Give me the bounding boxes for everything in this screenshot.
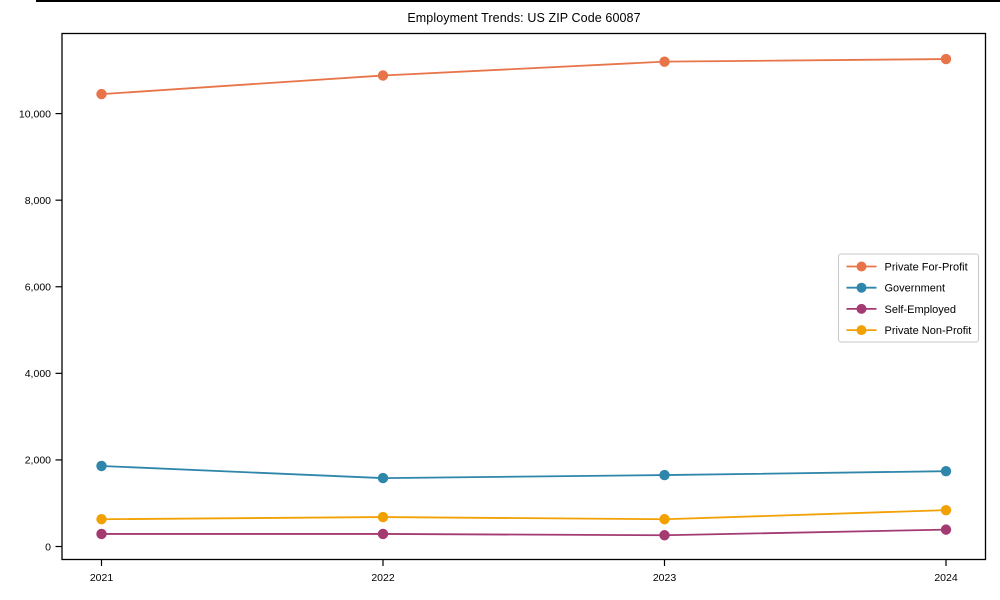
data-point-marker: [377, 511, 389, 523]
legend-swatch-marker: [856, 261, 867, 272]
x-axis-tick-label: 2021: [90, 572, 114, 584]
x-axis-tick-label: 2023: [653, 572, 677, 584]
legend-label: Private Non-Profit: [885, 325, 972, 337]
data-point-marker: [96, 460, 107, 472]
data-point-marker: [96, 528, 107, 540]
cropped-top-edge-line: [36, 0, 1000, 2]
x-axis-tick-label: 2024: [934, 572, 958, 584]
data-point-marker: [659, 56, 670, 67]
legend-label: Government: [885, 283, 946, 295]
y-axis-tick-label: 10,000: [19, 108, 51, 120]
data-point-marker: [377, 472, 389, 484]
y-axis-tick-label: 4,000: [25, 368, 51, 380]
legend-swatch-marker: [856, 325, 867, 336]
series-line-0: [101, 58, 947, 96]
series-line-1: [101, 465, 947, 480]
data-point-marker: [940, 465, 952, 477]
data-point-marker: [940, 53, 952, 65]
y-axis-tick-label: 0: [45, 541, 51, 553]
data-point-marker: [659, 530, 670, 541]
data-point-marker: [659, 469, 670, 481]
data-point-marker: [96, 514, 107, 525]
series-line-3: [101, 509, 947, 521]
data-point-marker: [377, 70, 389, 81]
chart-title: Employment Trends: US ZIP Code 60087: [407, 11, 641, 25]
data-point-marker: [940, 524, 952, 535]
x-axis-tick-label: 2022: [371, 572, 395, 584]
data-point-marker: [96, 88, 107, 100]
data-point-marker: [659, 514, 670, 525]
legend-label: Private For-Profit: [885, 262, 968, 274]
data-point-marker: [377, 528, 389, 540]
legend-swatch-marker: [856, 303, 867, 314]
y-axis-tick-label: 8,000: [25, 195, 51, 207]
legend-swatch-marker: [856, 282, 867, 293]
y-axis-tick-label: 2,000: [25, 455, 51, 467]
plot-border: [61, 32, 987, 561]
legend-box: [838, 253, 979, 343]
y-axis-tick-label: 6,000: [25, 282, 51, 294]
data-point-marker: [940, 504, 952, 516]
series-line-2: [101, 528, 947, 537]
legend-label: Self-Employed: [885, 304, 957, 316]
